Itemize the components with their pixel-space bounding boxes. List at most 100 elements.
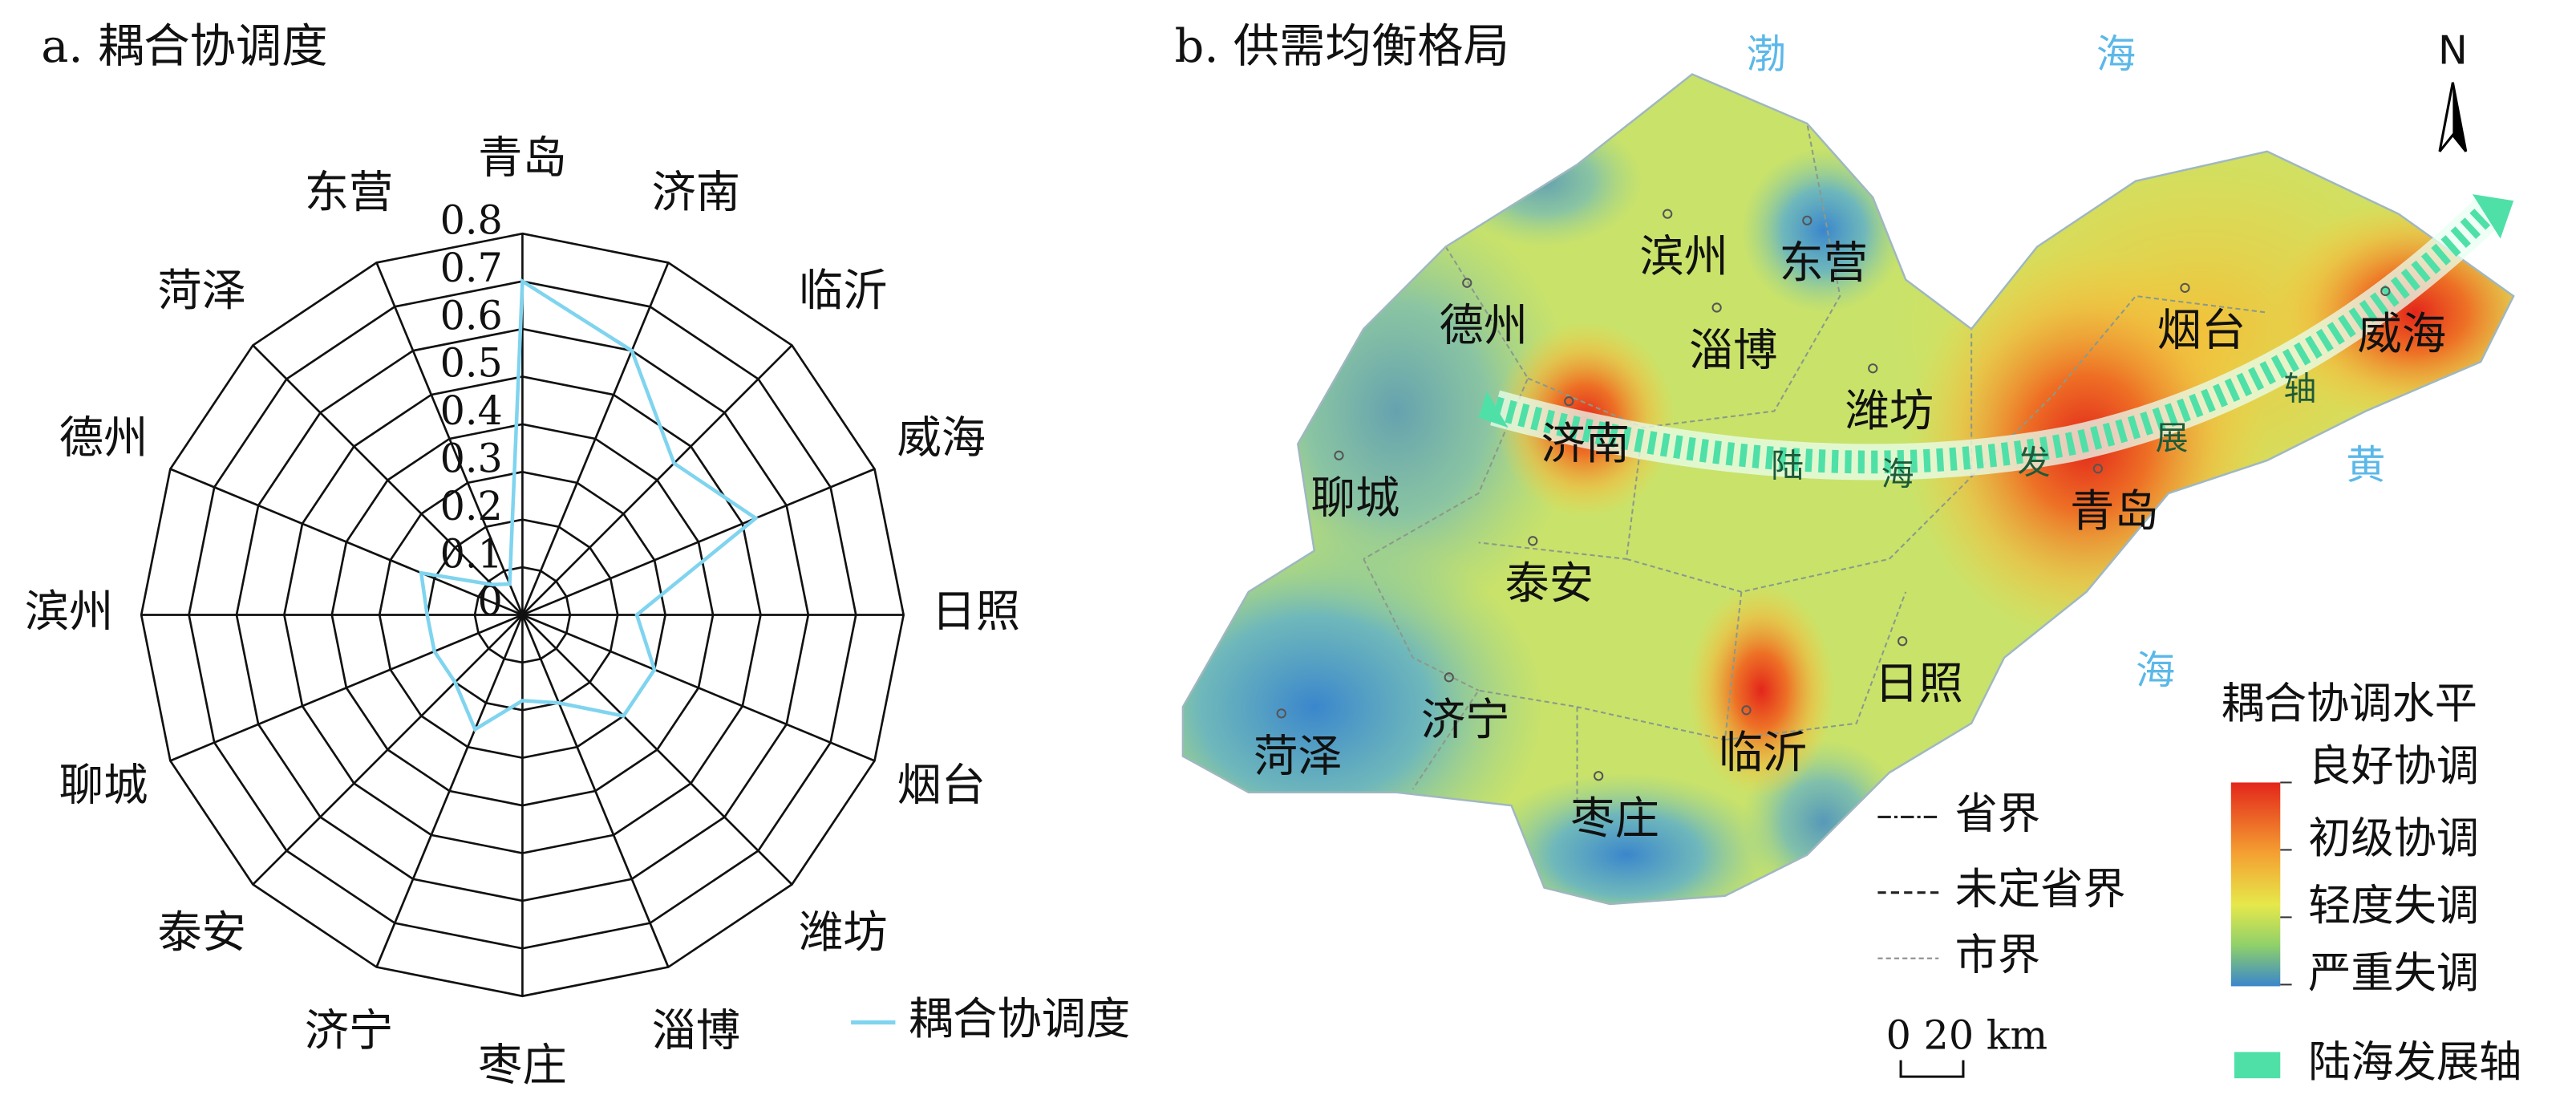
axis-char: 海: [1881, 455, 1914, 493]
city-point: [1528, 536, 1538, 546]
spoke: [375, 614, 524, 968]
category-label: 济南: [651, 168, 740, 219]
category-label: 青岛: [478, 133, 567, 185]
city-label: 聊城: [1311, 473, 1400, 525]
city-point: [1741, 705, 1752, 716]
province-outline: [1181, 73, 2515, 906]
city-label: 临沂: [1719, 728, 1808, 779]
scale-bar: [1899, 1060, 1965, 1078]
spoke: [521, 344, 793, 616]
spoke: [521, 614, 875, 762]
city-label: 烟台: [2157, 306, 2246, 357]
map-title: b. 供需均衡格局: [1175, 19, 1509, 73]
r-tick-label: 0.8: [440, 197, 503, 243]
legend-title: 耦合协调水平: [2222, 679, 2478, 728]
sea-label: 黄: [2346, 442, 2385, 489]
boundary-legend-label: 市界: [1955, 931, 2041, 980]
city-label: 威海: [2358, 309, 2447, 360]
city-point: [1564, 396, 1574, 407]
chart-title: a. 耦合协调度: [41, 19, 327, 73]
city-label: 济宁: [1421, 695, 1510, 746]
axis-legend-icon: [2234, 1052, 2281, 1079]
category-label: 济宁: [305, 1005, 394, 1056]
city-point: [2092, 464, 2104, 474]
city-point: [1276, 708, 1286, 719]
category-label: 烟台: [897, 760, 986, 811]
development-axis-hatch: [1492, 202, 2497, 474]
city-point: [2180, 282, 2190, 293]
axis-char: 展: [2156, 419, 2189, 457]
category-label: 临沂: [799, 266, 888, 317]
city-label: 滨州: [1639, 232, 1728, 283]
level-label: 严重失调: [2308, 948, 2479, 998]
category-label: 枣庄: [478, 1040, 567, 1091]
heat-blob: [1687, 583, 1836, 797]
city-point: [1868, 363, 1878, 374]
city-label: 泰安: [1505, 558, 1594, 610]
category-label: 德州: [59, 413, 148, 464]
level-label: 初级协调: [2308, 813, 2479, 863]
r-tick-label: 0.1: [440, 530, 503, 577]
boundary-legend-label: 未定省界: [1955, 865, 2126, 915]
axis-arrowtail: [1478, 391, 1509, 428]
r-tick-label: 0.6: [440, 292, 503, 339]
category-label: 菏泽: [157, 266, 246, 317]
spoke: [521, 262, 670, 615]
axis-char: 轴: [2283, 369, 2316, 408]
city-point: [1802, 215, 1813, 225]
axis-legend-label: 陆海发展轴: [2308, 1037, 2521, 1087]
north-label: N: [2438, 26, 2468, 73]
series-line: [419, 278, 759, 732]
level-label: 良好协调: [2308, 741, 2479, 791]
sea-label: 渤: [1747, 31, 1786, 78]
spoke: [169, 614, 523, 762]
spoke: [521, 614, 670, 968]
city-point: [1711, 302, 1722, 313]
category-label: 东营: [305, 168, 394, 219]
city-label: 潍坊: [1845, 386, 1934, 437]
city-point: [1444, 672, 1454, 683]
spoke: [252, 344, 524, 616]
r-tick-label: 0.3: [440, 435, 503, 481]
sea-label: 海: [2096, 31, 2136, 78]
color-bar: [2230, 782, 2281, 987]
map: N b. 供需均衡格局 0 20 km 陆海发展轴 耦合协调水平 渤海黄海滨州东…: [1175, 19, 2522, 1087]
category-label: 日照: [931, 586, 1020, 638]
city-label: 东营: [1779, 238, 1868, 290]
axis-arrowhead: [2472, 194, 2514, 239]
city-point: [2380, 286, 2391, 297]
category-label: 滨州: [25, 586, 114, 638]
spoke: [375, 262, 524, 615]
r-tick-label: 0.7: [440, 245, 503, 291]
scale-label: 0 20 km: [1886, 1012, 2047, 1058]
city-label: 日照: [1874, 659, 1963, 710]
level-label: 轻度失调: [2308, 881, 2479, 931]
city-label: 枣庄: [1570, 793, 1659, 845]
category-label: 威海: [897, 413, 986, 464]
spoke: [521, 468, 875, 616]
city-label: 济南: [1541, 419, 1630, 470]
city-label: 德州: [1439, 301, 1528, 352]
legend-label: 耦合协调度: [909, 994, 1131, 1045]
axis-char: 陆: [1771, 447, 1804, 485]
city-point: [1897, 636, 1908, 647]
spoke: [521, 614, 793, 886]
city-point: [1334, 450, 1344, 460]
city-boundary: [1363, 123, 2268, 822]
category-label: 淄博: [651, 1005, 740, 1056]
category-label: 潍坊: [799, 907, 888, 959]
boundary-legend-label: 省界: [1955, 789, 2041, 838]
city-point: [1594, 771, 1604, 781]
city-label: 青岛: [2070, 486, 2159, 537]
city-point: [1462, 278, 1472, 288]
r-tick-label: 0.2: [440, 483, 503, 529]
category-label: 聊城: [59, 760, 148, 811]
spoke: [169, 468, 523, 616]
category-label: 泰安: [157, 907, 246, 959]
north-arrow-half: [2452, 82, 2466, 152]
axis-char: 发: [2018, 444, 2051, 482]
sea-label: 海: [2136, 647, 2175, 694]
spoke: [252, 614, 524, 886]
